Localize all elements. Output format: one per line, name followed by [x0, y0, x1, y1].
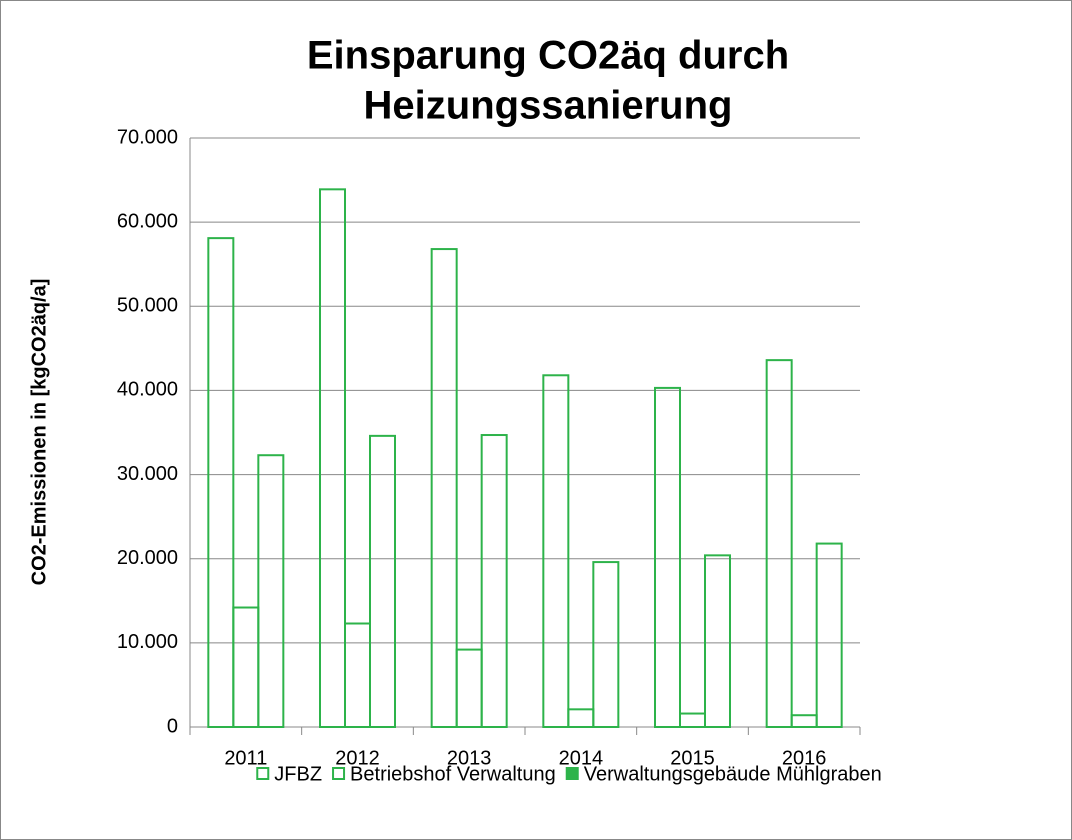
x-tick-label: 2014	[559, 747, 604, 769]
bar	[207, 237, 235, 728]
bar	[319, 188, 346, 728]
y-tick-label: 40.000	[117, 379, 178, 401]
bar	[480, 434, 508, 728]
y-tick-label: 0	[167, 715, 178, 737]
legend-label: Betriebshof Verwaltung	[350, 763, 556, 785]
bar	[257, 454, 285, 728]
bar	[765, 359, 793, 728]
x-tick-label: 2013	[447, 747, 492, 769]
bar	[430, 248, 458, 728]
bar	[542, 374, 570, 728]
y-tick-label: 60.000	[117, 210, 178, 232]
x-tick-label: 2016	[782, 747, 827, 769]
y-tick-label: 10.000	[117, 631, 178, 653]
bar	[654, 386, 681, 728]
bar	[815, 542, 843, 728]
bar	[704, 554, 731, 728]
bar	[369, 434, 396, 728]
y-tick-label: 50.000	[117, 295, 178, 317]
y-tick-label: 70.000	[117, 126, 178, 148]
chart-title: Heizungssanierung	[364, 84, 733, 128]
y-tick-label: 30.000	[117, 463, 178, 485]
legend-label: JFBZ	[274, 763, 322, 785]
legend-label: Verwaltungsgebäude Mühlgraben	[584, 763, 882, 785]
legend-swatch	[256, 767, 270, 780]
legend-swatch	[332, 767, 346, 780]
x-tick-label: 2011	[224, 747, 267, 769]
x-tick-label: 2012	[335, 747, 380, 769]
bar	[592, 561, 620, 729]
chart-title: Einsparung CO2äq durch	[307, 34, 789, 78]
x-tick-label: 2015	[670, 747, 715, 769]
y-tick-label: 20.000	[117, 547, 178, 569]
legend-swatch	[565, 767, 579, 780]
y-axis-label: CO2-Emissionen in [kgCO2äq/a]	[28, 279, 50, 586]
